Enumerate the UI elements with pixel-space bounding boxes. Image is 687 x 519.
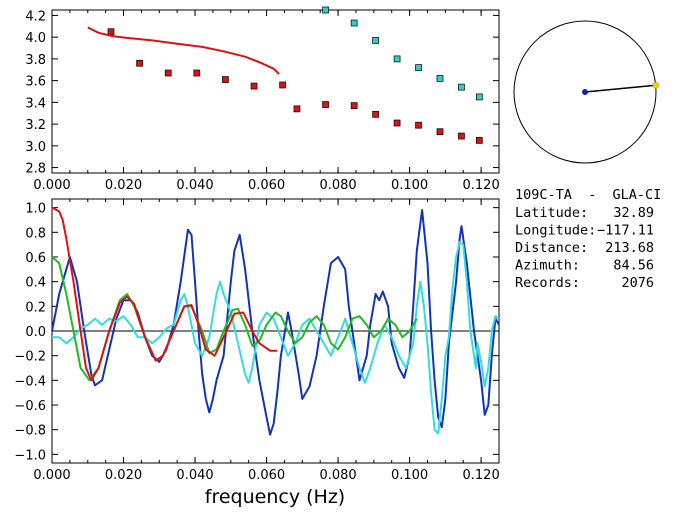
red-square-point <box>279 81 287 89</box>
info-value: 2076 <box>621 275 654 291</box>
y-tick-label: 4.2 <box>25 9 46 24</box>
cyan-square-point <box>458 83 465 91</box>
station-name: 109C-TA - GLA-CI <box>515 187 661 203</box>
x-tick-label: 0.040 <box>176 468 213 483</box>
info-value: 213.68 <box>605 240 654 256</box>
red-series-line <box>51 206 278 382</box>
x-tick-label: 0.060 <box>248 468 285 483</box>
y-tick-label: −1.0 <box>14 448 46 463</box>
y-tick-label: −0.4 <box>14 374 46 389</box>
red-square-point <box>436 128 444 136</box>
x-tick-label: 0.000 <box>33 178 70 193</box>
cyan-square-point <box>350 19 358 27</box>
red-square-point <box>136 59 143 67</box>
y-tick-label: 4.0 <box>25 31 46 46</box>
red-square-point <box>193 69 201 77</box>
map-circle <box>513 20 657 164</box>
velocity-chart: 0.000 0.020 0.040 0.060 0.080 0.100 0.120 2.8 3.… <box>25 6 500 193</box>
red-square-point <box>222 76 229 83</box>
y-tick-label: 3.6 <box>25 75 46 90</box>
y-tick-label: −0.2 <box>14 350 46 365</box>
x-tick-label: 0.040 <box>176 178 213 193</box>
red-square-point <box>250 82 258 90</box>
info-label: Azimuth: <box>515 258 580 274</box>
y-tick-label: 0.6 <box>25 251 46 266</box>
cyan-square-point <box>415 64 422 71</box>
y-tick-label: 2.8 <box>25 162 46 177</box>
cyan-square-point <box>393 55 401 63</box>
info-value: 32.89 <box>613 205 654 221</box>
y-tick-label: −0.8 <box>14 424 46 439</box>
cyan-square-point <box>475 93 483 101</box>
y-tick-label: 0.0 <box>25 325 46 340</box>
red-square-point <box>475 137 483 144</box>
velocity-curve <box>87 26 280 75</box>
source-dot <box>652 82 659 89</box>
velocity-marks <box>87 6 483 144</box>
x-tick-label: 0.000 <box>33 468 70 483</box>
cyan-square-point <box>436 75 444 82</box>
x-tick-label: 0.100 <box>391 468 428 483</box>
y-tick-label: 0.4 <box>25 276 46 291</box>
azimuth-line <box>584 84 656 93</box>
y-tick-label: 1.0 <box>25 202 46 217</box>
red-square-point <box>293 105 301 113</box>
x-tick-label: 0.020 <box>105 178 142 193</box>
velocity-axis-ticks: 0.000 0.020 0.040 0.060 0.080 0.100 0.120 2.8 3.… <box>25 9 499 193</box>
info-value: 84.56 <box>613 258 654 274</box>
info-label: Longitude: <box>515 223 596 239</box>
red-square-point <box>372 110 379 118</box>
coherence-chart: 0.000 0.020 0.040 0.060 0.080 0.100 0.120 1.0 0.… <box>14 198 500 508</box>
y-tick-label: 3.0 <box>25 140 46 155</box>
y-tick-label: −0.6 <box>14 399 46 414</box>
coherence-lines <box>51 206 500 436</box>
red-square-point <box>322 101 329 108</box>
x-tick-label: 0.080 <box>319 178 356 193</box>
x-tick-label: 0.120 <box>463 468 500 483</box>
red-square-point <box>393 119 401 127</box>
info-value: −117.11 <box>597 223 654 239</box>
coherence-axis-ticks: 0.000 0.020 0.040 0.060 0.080 0.100 0.120 1.0 0.… <box>14 199 500 483</box>
station-info-panel: 109C-TA - GLA-CI Latitude: 32.89 Longitude… <box>515 187 661 291</box>
red-square-point <box>164 69 172 77</box>
info-label: Records: <box>515 275 580 291</box>
red-square-point <box>458 132 465 140</box>
y-tick-label: 3.4 <box>25 96 46 111</box>
x-tick-label: 0.020 <box>105 468 142 483</box>
red-square-point <box>415 121 422 129</box>
y-tick-label: 0.2 <box>25 300 46 315</box>
station-dot <box>582 89 588 95</box>
y-tick-label: 0.8 <box>25 226 46 241</box>
x-tick-label: 0.120 <box>463 178 500 193</box>
frequency-axis-label: frequency (Hz) <box>205 486 345 508</box>
x-tick-label: 0.060 <box>248 178 285 193</box>
info-label: Distance: <box>515 240 588 256</box>
red-square-point <box>350 102 358 109</box>
info-label: Latitude: <box>515 205 588 221</box>
y-tick-label: 3.2 <box>25 118 46 133</box>
velocity-plot-frame <box>51 9 500 174</box>
y-tick-label: 3.8 <box>25 53 46 68</box>
x-tick-label: 0.100 <box>391 178 428 193</box>
cyan-square-point <box>372 37 379 44</box>
red-square-point <box>107 28 115 36</box>
x-tick-label: 0.080 <box>319 468 356 483</box>
azimuth-map <box>513 20 659 164</box>
cyan-square-point <box>322 6 329 14</box>
